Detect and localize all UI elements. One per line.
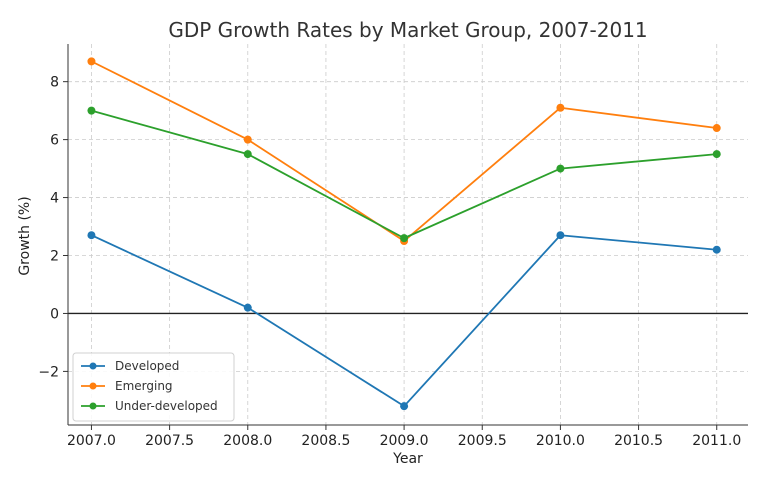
chart-title: GDP Growth Rates by Market Group, 2007-2… (168, 18, 647, 42)
x-tick-label: 2010.5 (614, 433, 663, 449)
data-point-under-developed (243, 150, 252, 159)
x-tick-label: 2009.5 (458, 433, 507, 449)
x-tick-label: 2010.0 (536, 433, 585, 449)
data-point-under-developed (87, 106, 96, 115)
y-tick-label: 6 (50, 133, 59, 149)
ticks-layer: 2007.0 2007.5 2008.0 2008.5 2009.0 2009.5 2010… (38, 75, 741, 449)
y-tick-label: 0 (50, 306, 59, 322)
y-tick-label: 8 (50, 75, 59, 91)
legend-label: Developed (115, 359, 179, 373)
data-point-under-developed (712, 150, 721, 159)
x-axis-label: Year (392, 451, 423, 467)
y-tick-label: −2 (38, 364, 59, 380)
data-point-developed (400, 402, 409, 411)
x-tick-label: 2007.0 (67, 433, 116, 449)
x-tick-label: 2008.0 (223, 433, 272, 449)
legend-swatch-marker (89, 402, 97, 410)
legend-label: Under-developed (115, 399, 218, 413)
legend: Developed Emerging Under-developed (72, 352, 235, 422)
y-axis-label: Growth (%) (17, 196, 33, 275)
data-point-emerging (556, 103, 565, 112)
data-point-emerging (712, 124, 721, 133)
y-tick-label: 2 (50, 249, 59, 265)
x-tick-label: 2008.5 (301, 433, 350, 449)
data-point-developed (243, 303, 252, 312)
series-layer (87, 57, 721, 411)
data-point-under-developed (556, 164, 565, 173)
data-point-developed (87, 231, 96, 240)
data-point-under-developed (400, 234, 409, 243)
legend-label: Emerging (115, 379, 173, 393)
x-tick-label: 2007.5 (145, 433, 194, 449)
data-point-developed (712, 245, 721, 254)
legend-swatch-marker (89, 382, 97, 390)
legend-swatch-marker (89, 362, 97, 370)
data-point-developed (556, 231, 565, 240)
data-point-emerging (243, 135, 252, 144)
legend-box (72, 352, 235, 422)
x-tick-label: 2009.0 (380, 433, 429, 449)
y-tick-label: 4 (50, 191, 59, 207)
x-tick-label: 2011.0 (692, 433, 741, 449)
data-point-emerging (87, 57, 96, 66)
axes-layer (67, 44, 748, 426)
